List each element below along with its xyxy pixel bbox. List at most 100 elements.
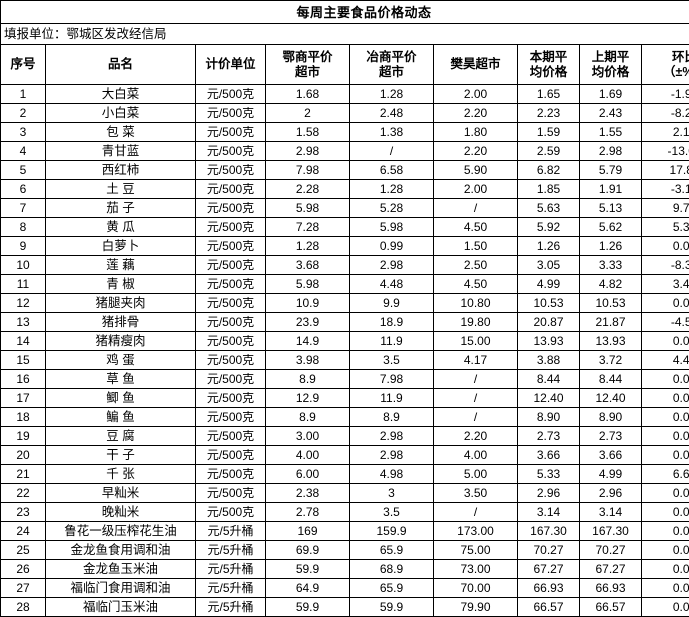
cell-previous-price: 2.73: [580, 427, 642, 446]
title-row: 每周主要食品价格动态: [1, 1, 689, 24]
cell-yeshang-price: 4.48: [350, 275, 434, 294]
cell-product-name: 鲫 鱼: [46, 389, 196, 408]
cell-index: 25: [1, 541, 46, 560]
cell-index: 23: [1, 503, 46, 522]
cell-price-unit: 元/500克: [196, 465, 266, 484]
cell-eshang-price: 14.9: [266, 332, 350, 351]
cell-index: 22: [1, 484, 46, 503]
cell-price-unit: 元/500克: [196, 275, 266, 294]
cell-index: 14: [1, 332, 46, 351]
cell-yeshang-price: 59.9: [350, 598, 434, 617]
cell-current-price: 67.27: [518, 560, 580, 579]
cell-yeshang-price: /: [350, 142, 434, 161]
cell-fanhao-price: 15.00: [434, 332, 518, 351]
cell-product-name: 鲁花一级压榨花生油: [46, 522, 196, 541]
cell-index: 28: [1, 598, 46, 617]
cell-price-unit: 元/500克: [196, 218, 266, 237]
cell-change-percent: 0.00: [642, 560, 689, 579]
page-title: 每周主要食品价格动态: [1, 1, 689, 24]
cell-previous-price: 10.53: [580, 294, 642, 313]
cell-fanhao-price: 2.20: [434, 427, 518, 446]
cell-price-unit: 元/5升桶: [196, 541, 266, 560]
cell-fanhao-price: /: [434, 408, 518, 427]
cell-price-unit: 元/500克: [196, 142, 266, 161]
cell-previous-price: 1.55: [580, 123, 642, 142]
cell-product-name: 猪精瘦肉: [46, 332, 196, 351]
cell-previous-price: 21.87: [580, 313, 642, 332]
cell-eshang-price: 23.9: [266, 313, 350, 332]
cell-eshang-price: 5.98: [266, 275, 350, 294]
column-header-current-line1: 本期平: [519, 50, 578, 64]
column-header-previous-line2: 均价格: [581, 65, 640, 79]
cell-previous-price: 4.99: [580, 465, 642, 484]
cell-price-unit: 元/5升桶: [196, 560, 266, 579]
cell-yeshang-price: 5.28: [350, 199, 434, 218]
cell-index: 15: [1, 351, 46, 370]
cell-previous-price: 3.72: [580, 351, 642, 370]
cell-change-percent: 0.00: [642, 332, 689, 351]
cell-eshang-price: 64.9: [266, 579, 350, 598]
cell-eshang-price: 2.78: [266, 503, 350, 522]
cell-eshang-price: 69.9: [266, 541, 350, 560]
cell-previous-price: 1.26: [580, 237, 642, 256]
cell-eshang-price: 1.58: [266, 123, 350, 142]
cell-previous-price: 1.69: [580, 85, 642, 104]
cell-yeshang-price: 2.98: [350, 427, 434, 446]
cell-current-price: 10.53: [518, 294, 580, 313]
cell-product-name: 草 鱼: [46, 370, 196, 389]
column-header-yeshang-supermarket: 冶商平价 超市: [350, 45, 434, 85]
column-header-change: 环比 （±%）: [642, 45, 689, 85]
cell-current-price: 167.30: [518, 522, 580, 541]
cell-change-percent: 0.00: [642, 446, 689, 465]
cell-fanhao-price: 2.50: [434, 256, 518, 275]
cell-change-percent: 4.48: [642, 351, 689, 370]
cell-yeshang-price: 65.9: [350, 579, 434, 598]
column-header-eshang-supermarket: 鄂商平价 超市: [266, 45, 350, 85]
cell-price-unit: 元/500克: [196, 180, 266, 199]
cell-change-percent: -3.14: [642, 180, 689, 199]
cell-yeshang-price: 3: [350, 484, 434, 503]
cell-product-name: 土 豆: [46, 180, 196, 199]
cell-product-name: 千 张: [46, 465, 196, 484]
cell-product-name: 小白菜: [46, 104, 196, 123]
column-header-index: 序号: [1, 45, 46, 85]
column-header-unit: 计价单位: [196, 45, 266, 85]
cell-previous-price: 1.91: [580, 180, 642, 199]
cell-index: 4: [1, 142, 46, 161]
cell-change-percent: 17.86: [642, 161, 689, 180]
cell-current-price: 1.85: [518, 180, 580, 199]
cell-current-price: 8.90: [518, 408, 580, 427]
cell-eshang-price: 3.68: [266, 256, 350, 275]
cell-index: 10: [1, 256, 46, 275]
cell-product-name: 早籼米: [46, 484, 196, 503]
cell-eshang-price: 8.9: [266, 408, 350, 427]
cell-price-unit: 元/500克: [196, 446, 266, 465]
cell-product-name: 鳊 鱼: [46, 408, 196, 427]
cell-price-unit: 元/500克: [196, 351, 266, 370]
cell-price-unit: 元/500克: [196, 408, 266, 427]
cell-current-price: 70.27: [518, 541, 580, 560]
cell-index: 2: [1, 104, 46, 123]
cell-fanhao-price: 4.17: [434, 351, 518, 370]
cell-product-name: 白萝卜: [46, 237, 196, 256]
cell-fanhao-price: 4.50: [434, 275, 518, 294]
cell-fanhao-price: 5.00: [434, 465, 518, 484]
cell-eshang-price: 1.28: [266, 237, 350, 256]
cell-yeshang-price: 1.28: [350, 85, 434, 104]
reporting-unit-label: 填报单位：鄂城区发改经信局: [1, 24, 689, 45]
cell-product-name: 猪排骨: [46, 313, 196, 332]
column-header-name: 品名: [46, 45, 196, 85]
cell-change-percent: 0.00: [642, 522, 689, 541]
cell-index: 17: [1, 389, 46, 408]
cell-index: 1: [1, 85, 46, 104]
cell-change-percent: -8.31: [642, 256, 689, 275]
column-header-previous-line1: 上期平: [581, 50, 640, 64]
cell-change-percent: 0.00: [642, 237, 689, 256]
